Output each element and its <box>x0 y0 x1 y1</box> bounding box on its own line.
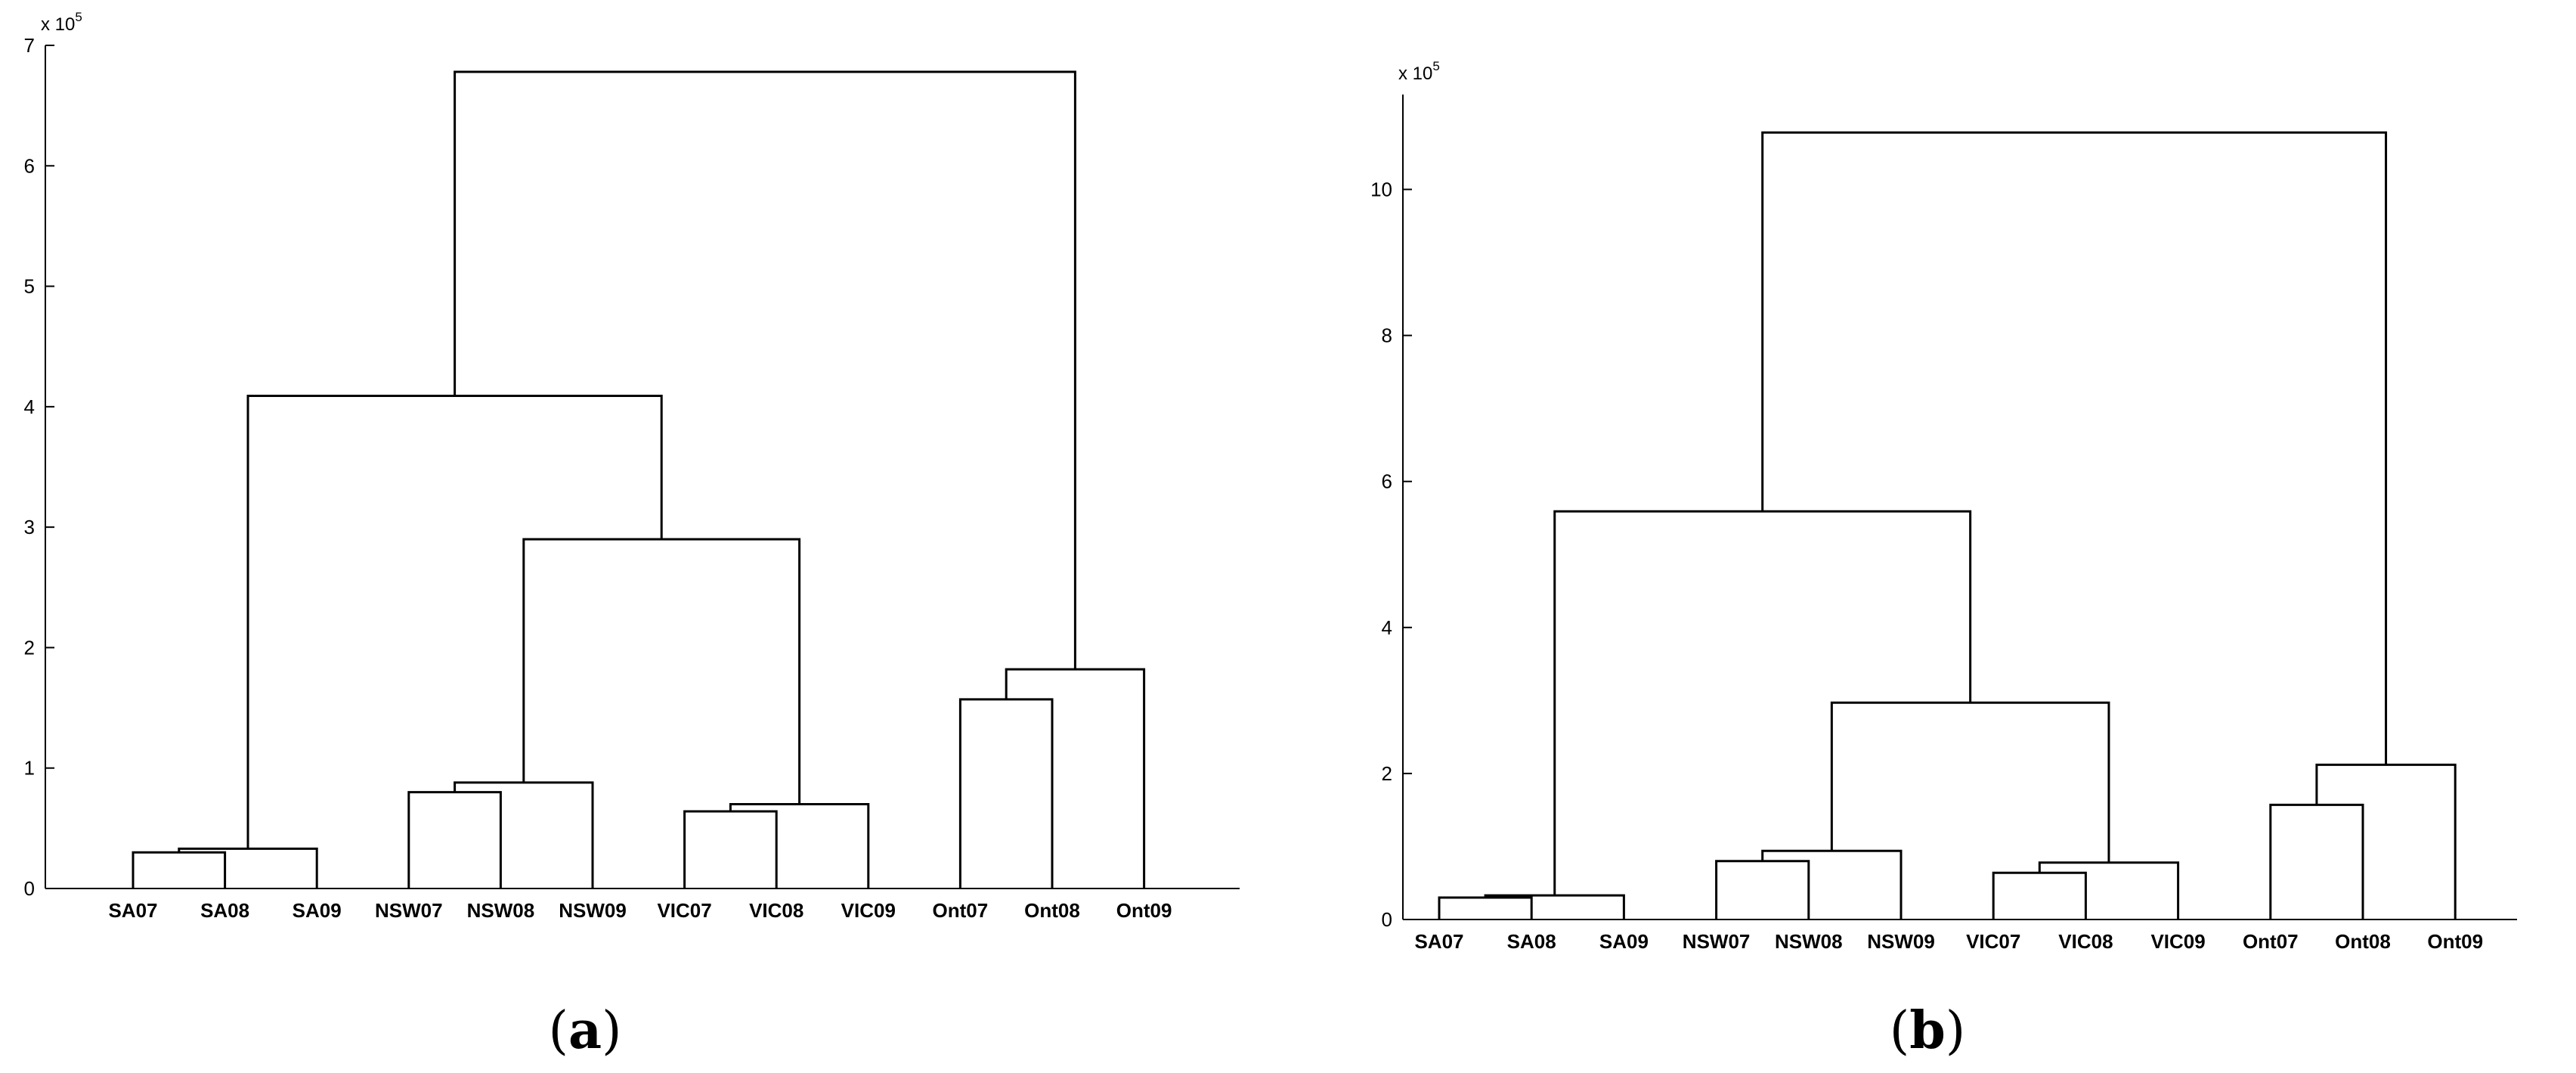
exponent-power: 5 <box>75 10 82 24</box>
leaf-label-ont07: Ont07 <box>2243 930 2299 953</box>
exponent-base: x 10 <box>41 14 75 35</box>
leaf-label-vic09: VIC09 <box>841 899 896 922</box>
leaf-label-nsw08: NSW08 <box>467 899 535 922</box>
leaf-label-nsw09: NSW09 <box>1867 930 1935 953</box>
leaf-label-nsw07: NSW07 <box>375 899 443 922</box>
panel-caption: (b) <box>1890 1000 1966 1061</box>
y-tick-label: 6 <box>24 154 35 177</box>
dendrogram-link-m2 <box>1484 894 1625 919</box>
leaf-label-sa09: SA09 <box>1599 930 1649 953</box>
leaf-label-sa07: SA07 <box>108 899 157 922</box>
dendrogram-link-m10 <box>1005 668 1146 888</box>
exponent-base: x 10 <box>1398 64 1432 84</box>
dendrogram-link-m3 <box>1715 860 1810 919</box>
leaf-label-sa09: SA09 <box>293 899 342 922</box>
y-tick-label: 2 <box>1382 762 1392 785</box>
leaf-label-nsw08: NSW08 <box>1775 930 1843 953</box>
y-tick-label: 0 <box>1382 908 1392 931</box>
leaf-label-ont09: Ont09 <box>1116 899 1172 922</box>
dendrogram-link-m7 <box>522 538 801 805</box>
dendrogram-link-m9 <box>2269 803 2364 919</box>
leaf-label-nsw09: NSW09 <box>559 899 627 922</box>
dendrogram-link-m9 <box>958 698 1054 888</box>
y-tick-label: 5 <box>24 275 35 298</box>
dendrogram-link-m6 <box>2038 861 2180 919</box>
panel-caption: (a) <box>548 1000 621 1061</box>
leaf-label-vic09: VIC09 <box>2150 930 2205 953</box>
leaf-label-sa07: SA07 <box>1414 930 1463 953</box>
leaf-label-vic08: VIC08 <box>749 899 803 922</box>
dendrogram-link-m10 <box>2315 763 2457 919</box>
dendrogram-link-m2 <box>178 847 318 888</box>
dendrogram-link-m1 <box>1438 896 1533 919</box>
leaf-label-vic08: VIC08 <box>2058 930 2113 953</box>
leaf-label-ont08: Ont08 <box>1024 899 1080 922</box>
dendrogram-link-m8 <box>246 395 663 849</box>
exponent-power: 5 <box>1432 59 1439 73</box>
y-tick-label: 8 <box>1382 324 1392 347</box>
dendrogram-link-m3 <box>407 791 502 888</box>
dendrogram-link-m7 <box>1830 701 2110 863</box>
leaf-label-nsw07: NSW07 <box>1683 930 1751 953</box>
dendrogram-link-m11 <box>454 70 1076 670</box>
leaf-label-vic07: VIC07 <box>657 899 711 922</box>
y-tick-label: 4 <box>24 395 35 418</box>
y-tick-label: 2 <box>24 636 35 659</box>
leaf-label-ont09: Ont09 <box>2427 930 2483 953</box>
leaf-label-sa08: SA08 <box>1507 930 1556 953</box>
y-tick-label: 1 <box>24 757 35 780</box>
dendrogram-link-m6 <box>729 803 870 888</box>
y-tick-label: 0 <box>24 877 35 900</box>
y-tick-label: 6 <box>1382 470 1392 493</box>
y-tick-label: 7 <box>24 34 35 57</box>
dendrogram-link-m1 <box>132 851 227 888</box>
dendrogram-link-m11 <box>1761 131 2388 765</box>
leaf-label-ont08: Ont08 <box>2335 930 2391 953</box>
y-exponent-label: x 105 <box>1398 59 1440 84</box>
y-tick-label: 4 <box>1382 616 1392 639</box>
dendrogram-link-m8 <box>1553 510 1972 896</box>
leaf-label-ont07: Ont07 <box>933 899 989 922</box>
leaf-label-vic07: VIC07 <box>1966 930 2020 953</box>
dendrogram-panel-b: 0 2 4 6 8 10 x 105 SA07 SA08 SA09 NSW07 NSW08 NSW09 V… <box>1370 59 2517 1061</box>
y-exponent-label: x 105 <box>41 10 82 35</box>
y-tick-label: 10 <box>1370 178 1392 201</box>
dendrogram-link-m4 <box>454 781 594 888</box>
y-tick-label: 3 <box>24 516 35 538</box>
leaf-label-sa08: SA08 <box>200 899 249 922</box>
dendrogram-link-m5 <box>683 810 778 888</box>
dendrogram-link-m5 <box>1992 871 2087 919</box>
